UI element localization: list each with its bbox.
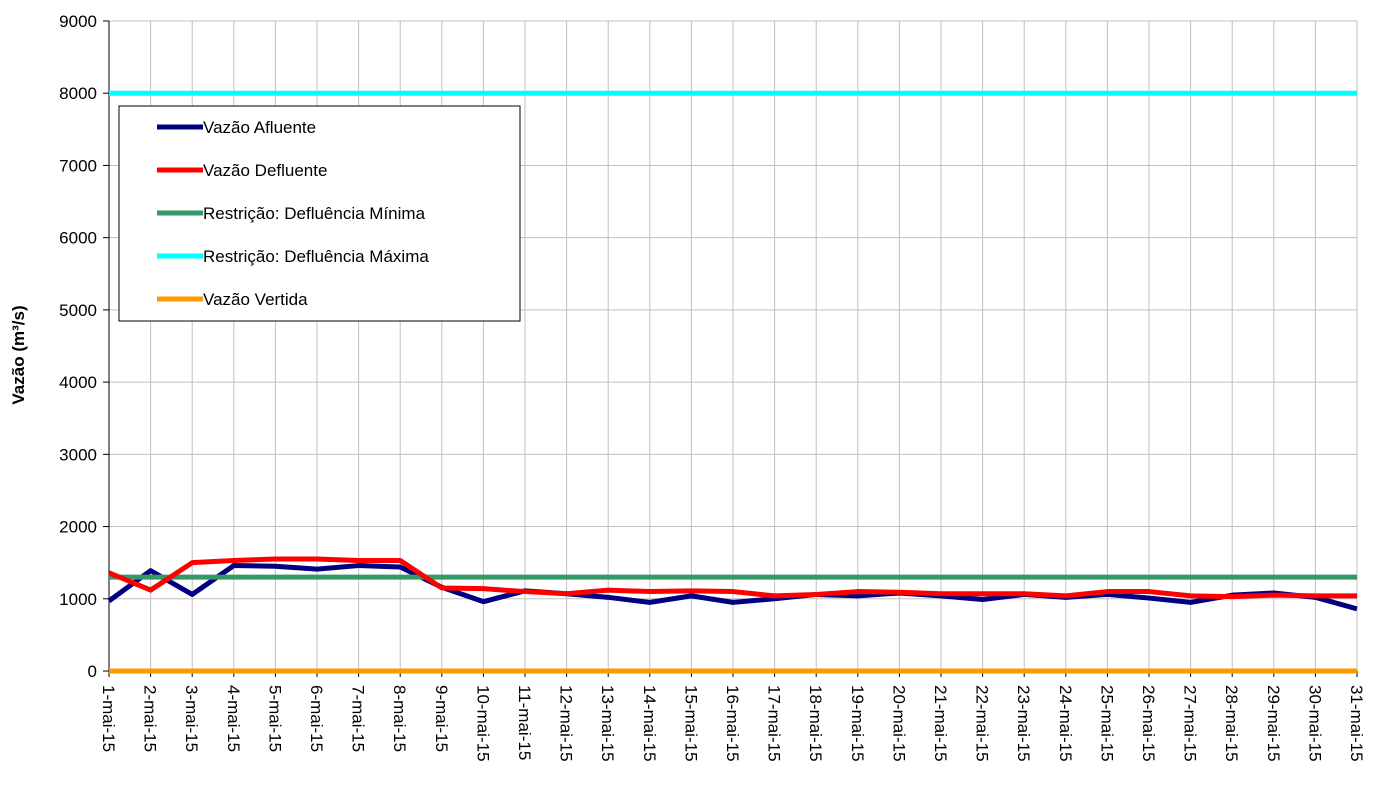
x-tick-label: 31-mai-15 xyxy=(1347,685,1366,762)
x-tick-label: 29-mai-15 xyxy=(1264,685,1283,762)
legend-label: Vazão Afluente xyxy=(203,118,316,137)
y-tick-label: 6000 xyxy=(59,229,97,248)
x-tick-label: 1-mai-15 xyxy=(99,685,118,752)
x-tick-label: 22-mai-15 xyxy=(973,685,992,762)
x-tick-label: 26-mai-15 xyxy=(1139,685,1158,762)
x-tick-label: 4-mai-15 xyxy=(224,685,243,752)
y-tick-label: 7000 xyxy=(59,156,97,175)
x-tick-label: 7-mai-15 xyxy=(349,685,368,752)
x-tick-label: 13-mai-15 xyxy=(598,685,617,762)
series-line-1 xyxy=(108,556,1357,600)
x-tick-label: 25-mai-15 xyxy=(1097,685,1116,762)
x-tick-label: 12-mai-15 xyxy=(557,685,576,762)
x-tick-label: 24-mai-15 xyxy=(1056,685,1075,762)
y-tick-label: 8000 xyxy=(59,84,97,103)
x-tick-label: 6-mai-15 xyxy=(307,685,326,752)
legend-label: Vazão Defluente xyxy=(203,161,327,180)
x-tick-label: 11-mai-15 xyxy=(515,685,534,760)
x-tick-label: 18-mai-15 xyxy=(806,685,825,762)
y-tick-label: 1000 xyxy=(59,590,97,609)
y-axis-label: Vazão (m³/s) xyxy=(9,305,28,404)
x-tick-label: 30-mai-15 xyxy=(1305,685,1324,762)
legend-label: Vazão Vertida xyxy=(203,290,308,309)
x-tick-label: 21-mai-15 xyxy=(931,685,950,762)
x-tick-label: 10-mai-15 xyxy=(473,685,492,762)
y-tick-labels: 0 1000 2000 3000 4000 5000 6000 7000 8000 9000 xyxy=(59,12,97,681)
x-tick-label: 14-mai-15 xyxy=(640,685,659,762)
x-tick-label: 17-mai-15 xyxy=(765,685,784,762)
y-tick-label: 2000 xyxy=(59,518,97,537)
y-tick-label: 4000 xyxy=(59,373,97,392)
x-tick-label: 5-mai-15 xyxy=(265,685,284,752)
y-tick-label: 9000 xyxy=(59,12,97,31)
x-tick-label: 28-mai-15 xyxy=(1222,685,1241,762)
x-tick-label: 27-mai-15 xyxy=(1181,685,1200,762)
series-lines xyxy=(107,90,1358,674)
x-tick-label: 3-mai-15 xyxy=(182,685,201,752)
x-tick-label: 20-mai-15 xyxy=(889,685,908,762)
x-tick-label: 23-mai-15 xyxy=(1014,685,1033,762)
x-tick-label: 2-mai-15 xyxy=(141,685,160,752)
legend-label: Restrição: Defluência Máxima xyxy=(203,247,429,266)
x-tick-label: 19-mai-15 xyxy=(848,685,867,762)
x-tick-label: 16-mai-15 xyxy=(723,685,742,762)
y-tick-label: 5000 xyxy=(59,301,97,320)
series-line-0 xyxy=(107,563,1358,612)
x-tick-label: 8-mai-15 xyxy=(390,685,409,752)
x-tick-labels: 1-mai-15 2-mai-15 3-mai-15 4-mai-15 5-mai-15… xyxy=(99,685,1366,762)
legend: Vazão Afluente Vazão Defluente Restrição: … xyxy=(118,105,521,322)
y-tick-label: 0 xyxy=(88,662,97,681)
x-tick-label: 15-mai-15 xyxy=(681,685,700,762)
legend-label: Restrição: Defluência Mínima xyxy=(203,204,426,223)
y-tick-label: 3000 xyxy=(59,445,97,464)
x-tick-label: 9-mai-15 xyxy=(432,685,451,752)
